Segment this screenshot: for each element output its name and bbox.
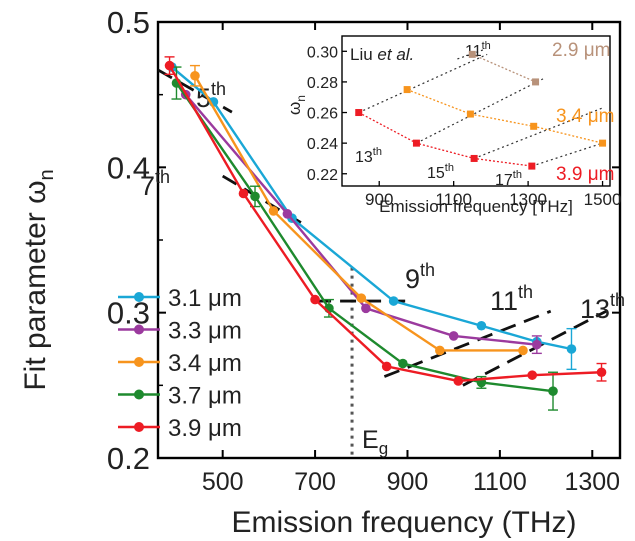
- data-point: [356, 293, 367, 303]
- x-axis-label: Emission frequency (THz): [231, 506, 576, 539]
- x-tick-label-0: 500: [202, 468, 244, 496]
- inset-x-tick-label-3: 1500: [584, 190, 622, 209]
- y-tick-label-2: 0.4: [107, 150, 150, 185]
- y-tick-label-1: 0.3: [107, 296, 150, 331]
- inset-order-label-15: 15th: [427, 162, 454, 182]
- series-3.9m: [164, 56, 607, 386]
- legend-swatch-marker: [134, 357, 144, 367]
- data-point: [388, 296, 399, 306]
- data-point: [527, 370, 538, 380]
- series-line: [175, 82, 554, 393]
- data-point: [566, 344, 577, 354]
- series-3.4m: [189, 64, 528, 356]
- data-point: [435, 345, 445, 356]
- inset-order-label-13: 13th: [355, 146, 382, 166]
- data-point: [532, 339, 542, 350]
- inset-order-line-15: [416, 78, 544, 144]
- inset-data-point: [470, 154, 478, 162]
- data-point: [190, 70, 200, 81]
- inset-series-label: 3.4 μm: [556, 106, 614, 127]
- order-guide-label-9: 9th: [405, 260, 435, 294]
- data-point: [548, 386, 558, 396]
- x-tick-label-4: 1300: [564, 468, 620, 496]
- inset-citation: Liu et al.: [350, 45, 414, 64]
- y-tick-label-0: 0.2: [107, 441, 150, 476]
- inset-series-label: 3.9 μm: [556, 164, 614, 185]
- inset-order-line-13: [358, 53, 488, 114]
- inset-series-line: [406, 88, 603, 144]
- data-point: [453, 376, 464, 386]
- legend-swatch-marker: [134, 422, 144, 432]
- legend: 3.1 μm 3.3 μm 3.4 μm 3.7 μm 3.9 μm: [118, 285, 242, 442]
- y-tick-label-3: 0.5: [107, 5, 150, 40]
- legend-label: 3.4 μm: [168, 350, 242, 377]
- inset-y-axis-label: ωn: [285, 95, 308, 115]
- order-guide-label-7: 7th: [140, 167, 170, 201]
- x-tick-label-2: 900: [387, 468, 429, 496]
- inset-y-tick-label-3: 0.28: [307, 75, 338, 92]
- data-point: [250, 191, 260, 202]
- inset-series-line: [472, 53, 536, 83]
- legend-swatch-marker: [134, 324, 144, 335]
- legend-swatch-marker: [134, 389, 144, 400]
- legend-label: 3.9 μm: [168, 415, 242, 442]
- y-axis-label: Fit parameter ωn: [19, 169, 58, 390]
- inset-y-tick-label-1: 0.24: [307, 136, 338, 153]
- inset-data-point: [599, 139, 607, 147]
- inset-x-tick-label-1: 1100: [435, 190, 472, 209]
- inset-order-label-17: 17th: [495, 169, 522, 189]
- inset-series-3.4m: 3.4 μm: [403, 86, 614, 147]
- inset-series-line: [358, 111, 532, 167]
- legend-swatch-marker: [134, 292, 144, 302]
- inset-data-point: [528, 162, 536, 170]
- data-point: [596, 367, 607, 378]
- data-point: [268, 206, 279, 216]
- inset-y-tick-label-2: 0.26: [307, 106, 338, 123]
- data-point: [164, 60, 175, 71]
- legend-label: 3.7 μm: [168, 383, 242, 410]
- legend-label: 3.3 μm: [168, 318, 242, 345]
- inset-data-point: [412, 139, 420, 147]
- x-tick-label-3: 1100: [473, 468, 527, 496]
- main-chart: 500 700 900 1100 1300 0.2 0.3 0.4 0.5 Emission fr…: [19, 5, 625, 539]
- data-point: [476, 320, 487, 331]
- inset-y-tick-label-4: 0.30: [307, 44, 338, 61]
- order-guide-label-11: 11th: [490, 282, 533, 316]
- inset-data-point: [466, 110, 474, 118]
- legend-label: 3.1 μm: [168, 285, 242, 312]
- eg-label: Eg: [362, 426, 388, 458]
- inset-series-3.9m: 3.9 μm: [355, 109, 614, 185]
- data-point: [361, 303, 371, 314]
- inset-series-label: 2.9 μm: [552, 40, 610, 61]
- order-guide-line-5: [157, 68, 233, 114]
- data-point: [448, 331, 459, 341]
- inset-chart: 900 1100 1300 1500 0.22 0.24 0.26 0.28 0.30 Emiss…: [285, 35, 622, 216]
- inset-series-2.9m: 2.9 μm: [468, 40, 610, 86]
- data-point: [238, 188, 249, 199]
- data-point: [282, 209, 293, 219]
- order-guide-label-13: 13th: [580, 290, 625, 324]
- inset-data-point: [468, 50, 476, 58]
- data-point: [518, 345, 528, 356]
- inset-data-point: [530, 122, 538, 130]
- inset-data-point: [532, 78, 540, 86]
- x-tick-label-1: 700: [294, 468, 336, 496]
- data-point: [310, 294, 320, 305]
- inset-x-tick-label-2: 1300: [509, 190, 547, 209]
- data-point: [398, 358, 408, 369]
- inset-x-tick-label-0: 900: [365, 190, 393, 209]
- data-point: [381, 361, 392, 372]
- inset-y-tick-label-0: 0.22: [307, 167, 338, 184]
- inset-data-point: [355, 109, 363, 117]
- inset-x-axis-label: Emission frequency [THz]: [379, 197, 573, 216]
- inset-order-line-extra: [531, 142, 603, 167]
- inset-data-point: [403, 86, 411, 94]
